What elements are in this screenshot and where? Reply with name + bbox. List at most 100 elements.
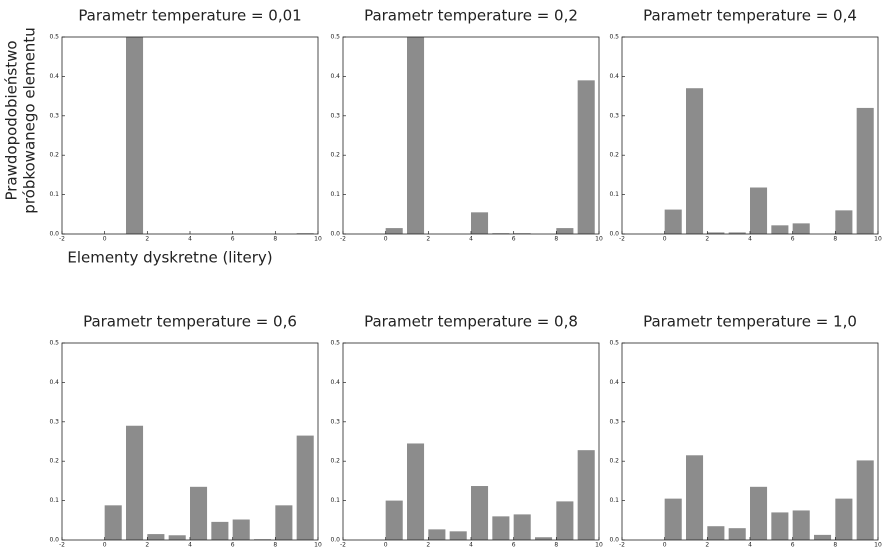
y-tick-label: 0.0 [49,537,59,544]
x-tick-label: 8 [833,542,837,549]
x-tick-label: 6 [791,236,795,243]
bar [513,514,531,540]
y-tick-label: 0.1 [609,191,619,198]
y-tick-label: 0.2 [49,458,59,465]
x-tick-label: 6 [231,542,235,549]
y-tick-label: 0.0 [330,231,340,238]
x-tick-label: 4 [469,236,473,243]
bar [686,455,704,540]
x-tick-label: -2 [619,542,625,549]
bar [664,209,682,234]
bar [792,223,810,234]
x-tick-label: 4 [469,542,473,549]
bar [147,534,165,540]
bar [664,498,682,540]
x-tick-label: 4 [748,236,752,243]
x-tick-label: 8 [554,236,558,243]
plot-frame [342,36,600,235]
y-tick-label: 0.5 [330,34,340,41]
y-tick-label: 0.1 [49,191,59,198]
bar [856,460,874,540]
bar [211,521,229,540]
x-axis-label: Elementy dyskretne (litery) [67,249,272,267]
x-tick-label: 4 [748,542,752,549]
bar [792,510,810,540]
y-tick-label: 0.3 [330,418,340,425]
bar [385,500,403,540]
bar [428,529,446,540]
y-tick-label: 0.0 [330,537,340,544]
y-tick-label: 0.2 [609,458,619,465]
y-tick-label: 0.5 [609,340,619,347]
y-tick-label: 0.2 [49,152,59,159]
y-tick-label: 0.4 [49,73,59,80]
x-tick-label: 6 [512,236,516,243]
bar [407,37,425,234]
bar [296,435,314,540]
y-tick-label: 0.5 [609,34,619,41]
y-tick-label: 0.3 [330,112,340,119]
y-axis-label: próbkowanego elementu [21,27,39,213]
x-tick-label: 6 [791,542,795,549]
x-tick-label: 8 [273,542,277,549]
bar [449,531,467,540]
chart-title: Parametr temperature = 0,6 [83,313,297,331]
x-tick-label: 10 [595,236,603,243]
bar [126,425,144,540]
chart-title: Parametr temperature = 0,01 [78,7,301,25]
x-tick-label: 8 [833,236,837,243]
y-tick-label: 0.2 [330,152,340,159]
x-tick-label: 0 [384,542,388,549]
y-tick-label: 0.1 [609,497,619,504]
bar [728,528,746,540]
bar [686,88,704,234]
bar [707,232,725,234]
y-tick-label: 0.3 [49,112,59,119]
y-tick-label: 0.3 [609,112,619,119]
bar [168,535,186,540]
x-tick-label: 0 [663,236,667,243]
x-tick-label: -2 [619,236,625,243]
bar [856,107,874,234]
y-tick-label: 0.0 [609,231,619,238]
x-tick-label: 2 [705,542,709,549]
x-tick-label: 10 [314,542,322,549]
y-tick-label: 0.4 [330,73,340,80]
y-tick-label: 0.2 [609,152,619,159]
x-tick-label: 6 [512,542,516,549]
x-tick-label: -2 [340,236,346,243]
y-tick-label: 0.2 [330,458,340,465]
y-tick-label: 0.4 [609,73,619,80]
x-tick-label: 2 [145,542,149,549]
y-tick-label: 0.3 [49,418,59,425]
y-tick-label: 0.0 [609,537,619,544]
y-tick-label: 0.5 [49,340,59,347]
bar [728,232,746,234]
bar [190,486,208,540]
y-tick-label: 0.0 [49,231,59,238]
bar [814,534,832,540]
x-tick-label: 4 [188,542,192,549]
chart-title: Parametr temperature = 0,8 [364,313,578,331]
y-tick-label: 0.4 [49,379,59,386]
bar [707,526,725,540]
bar [577,80,595,234]
y-tick-label: 0.4 [330,379,340,386]
plot-frame [61,36,319,235]
y-axis-label: Prawdopodobieństwo [3,40,21,200]
x-tick-label: 2 [705,236,709,243]
bar [232,519,250,540]
x-tick-label: 0 [103,236,107,243]
x-tick-label: 2 [426,542,430,549]
x-tick-label: -2 [59,542,65,549]
bar [835,210,853,234]
x-tick-label: 10 [874,542,882,549]
bar [407,443,425,540]
x-tick-label: 0 [103,542,107,549]
y-tick-label: 0.1 [330,497,340,504]
x-tick-label: 6 [231,236,235,243]
bar [750,486,768,540]
chart-title: Parametr temperature = 0,2 [364,7,578,25]
bar [535,537,553,540]
x-tick-label: 10 [314,236,322,243]
